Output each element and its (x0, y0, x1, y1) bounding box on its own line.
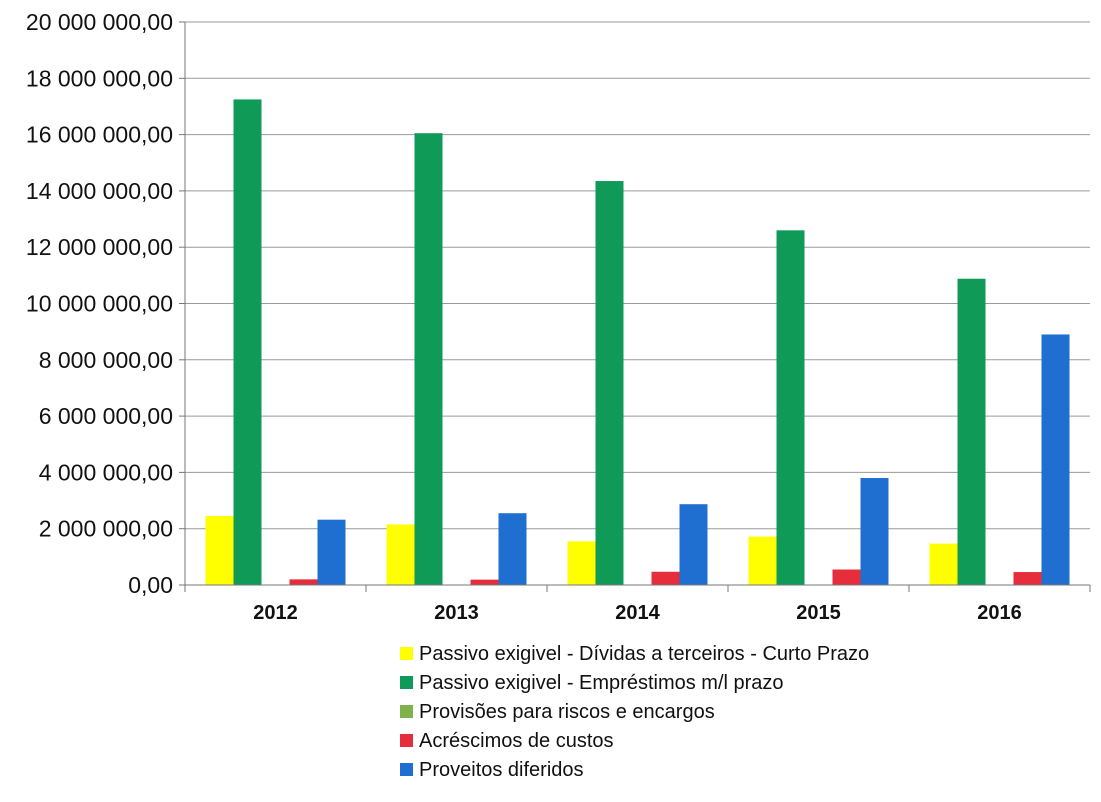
y-tick-label: 14 000 000,00 (26, 178, 173, 204)
bar (651, 571, 680, 585)
bar (414, 133, 443, 585)
y-tick-label: 4 000 000,00 (39, 459, 173, 485)
legend-label: Proveitos diferidos (419, 759, 584, 781)
y-tick-label: 0,00 (128, 572, 173, 598)
legend-swatch (400, 647, 413, 660)
bar (205, 516, 234, 585)
legend-swatch (400, 676, 413, 689)
bar (1013, 572, 1042, 585)
x-tick-label: 2014 (615, 602, 660, 624)
x-axis: 2012 2013 2014 2015 2016 (184, 584, 1091, 624)
y-tick-label: 16 000 000,00 (26, 122, 173, 148)
x-tick-label: 2016 (977, 602, 1022, 624)
gridlines (185, 21, 1090, 530)
y-tick-label: 12 000 000,00 (26, 234, 173, 260)
legend: Passivo exigivel - Dívidas a terceiros -… (400, 643, 869, 781)
bar (233, 99, 262, 585)
y-axis: 0,00 2 000 000,00 4 000 000,00 6 000 000,00… (26, 9, 186, 598)
bar (860, 478, 889, 585)
legend-label: Provisões para riscos e encargos (419, 701, 715, 723)
legend-label: Passivo exigivel - Empréstimos m/l prazo (419, 672, 784, 694)
bars (205, 99, 1070, 586)
y-tick-label: 10 000 000,00 (26, 291, 173, 317)
bar (498, 513, 527, 585)
y-tick-label: 6 000 000,00 (39, 403, 173, 429)
bar (957, 278, 986, 585)
y-tick-label: 20 000 000,00 (26, 9, 173, 35)
legend-swatch (400, 763, 413, 776)
legend-label: Passivo exigivel - Dívidas a terceiros -… (419, 643, 869, 665)
legend-swatch (400, 705, 413, 718)
bar (1041, 334, 1070, 585)
bar (748, 536, 777, 585)
bar (289, 579, 318, 585)
bar (929, 543, 958, 585)
legend-label: Acréscimos de custos (419, 730, 614, 752)
bar (386, 524, 415, 585)
bar (679, 504, 708, 585)
y-tick-label: 8 000 000,00 (39, 347, 173, 373)
legend-swatch (400, 734, 413, 747)
bar (470, 579, 499, 585)
bar (832, 569, 861, 585)
x-tick-label: 2012 (253, 602, 298, 624)
y-tick-label: 18 000 000,00 (26, 65, 173, 91)
y-tick-label: 2 000 000,00 (39, 516, 173, 542)
x-tick-label: 2015 (796, 602, 841, 624)
bar (567, 541, 596, 585)
bar (317, 519, 346, 585)
bar (776, 230, 805, 585)
bar (595, 181, 624, 586)
x-tick-label: 2013 (434, 602, 479, 624)
